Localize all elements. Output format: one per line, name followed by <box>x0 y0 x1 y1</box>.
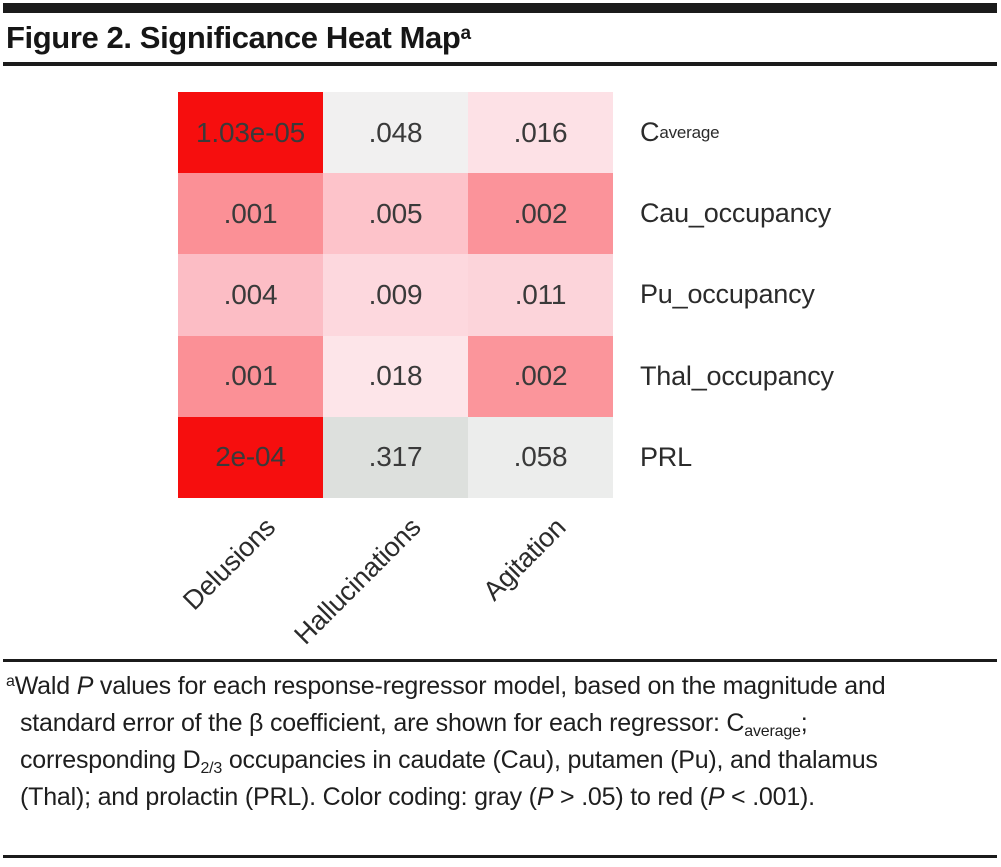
heatmap-cell: .001 <box>178 335 323 417</box>
row-label-text: C <box>640 117 660 148</box>
footnote-text-segment: values for each response-regressor model… <box>20 672 886 737</box>
heatmap-cell: .002 <box>468 173 613 255</box>
row-label-thal-occupancy: Thal_occupancy <box>640 336 834 417</box>
footnote-text-segment: > .05) to red ( <box>553 783 708 811</box>
heatmap-cell: 1.03e-05 <box>178 92 323 174</box>
page-title: Figure 2. Significance Heat Mapa <box>6 20 471 56</box>
footnote-marker: a <box>6 673 15 690</box>
row-label-text: Thal_occupancy <box>640 360 834 391</box>
heatmap-cell: .002 <box>468 335 613 417</box>
row-label-pu-occupancy: Pu_occupancy <box>640 254 815 335</box>
heatmap-cell: .058 <box>468 416 613 498</box>
heatmap-cell: .048 <box>323 92 468 174</box>
col-label-delusions: Delusions <box>177 512 282 616</box>
footnote-text-segment: Wald <box>14 672 77 700</box>
row-label-text: Cau_occupancy <box>640 198 832 229</box>
heatmap-cell: .016 <box>468 92 613 174</box>
footnote: aWald P values for each response-regress… <box>6 668 932 816</box>
top-rule <box>3 3 997 13</box>
footnote-text-segment: < .001). <box>724 783 815 811</box>
footnote-text-segment: occupancies in caudate (Cau), putamen (P… <box>20 746 878 811</box>
heatmap-cell: .005 <box>323 173 468 255</box>
heatmap-cell: .011 <box>468 254 613 336</box>
significance-heatmap: 1.03e-05 .048 .016 .001 .005 .002 .004 .… <box>178 92 613 498</box>
heatmap-cell: .317 <box>323 416 468 498</box>
row-label-cau-occupancy: Cau_occupancy <box>640 173 831 254</box>
footnote-subscript-average: average <box>744 723 801 740</box>
title-rule <box>3 62 997 66</box>
footnote-text-segment: ; corresponding D <box>20 709 808 774</box>
footnote-rule <box>3 659 997 662</box>
footnote-p-italic: P <box>536 783 554 811</box>
footnote-p-italic: P <box>707 783 725 811</box>
page-title-text: Figure 2. Significance Heat Map <box>6 20 461 55</box>
title-superscript: a <box>460 23 471 44</box>
col-label-agitation: Agitation <box>476 512 572 607</box>
bottom-rule <box>3 855 997 858</box>
row-label-text: Pu_occupancy <box>640 279 815 310</box>
heatmap-cell: .001 <box>178 173 323 255</box>
col-label-hallucinations: Hallucinations <box>288 512 427 651</box>
heatmap-cell: .009 <box>323 254 468 336</box>
footnote-p-italic: P <box>76 672 94 700</box>
heatmap-cell: 2e-04 <box>178 416 323 498</box>
footnote-subscript-d23: 2/3 <box>200 760 223 777</box>
heatmap-cell: .018 <box>323 335 468 417</box>
row-label-prl: PRL <box>640 417 692 498</box>
row-label-text: PRL <box>640 441 692 472</box>
heatmap-cell: .004 <box>178 254 323 336</box>
